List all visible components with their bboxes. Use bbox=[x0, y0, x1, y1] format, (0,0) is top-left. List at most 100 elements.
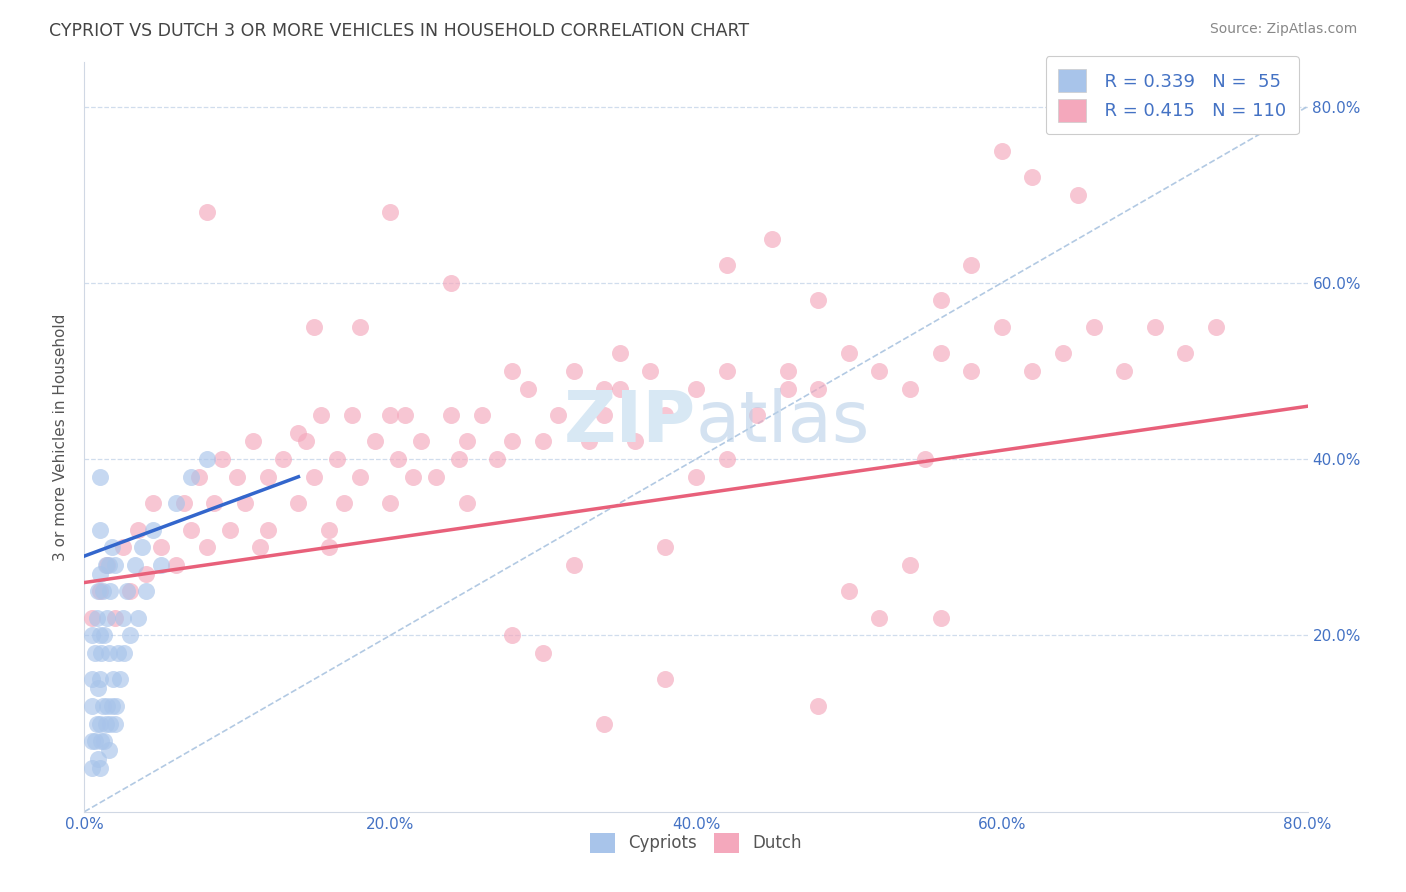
Point bbox=[112, 646, 135, 660]
Point bbox=[654, 408, 676, 422]
Point bbox=[80, 611, 103, 625]
Point bbox=[94, 558, 117, 572]
Point bbox=[578, 434, 600, 449]
Point bbox=[149, 558, 172, 572]
Point bbox=[89, 673, 111, 687]
Point bbox=[226, 469, 249, 483]
Point bbox=[471, 408, 494, 422]
Point bbox=[929, 346, 952, 360]
Point bbox=[142, 496, 165, 510]
Point bbox=[98, 584, 121, 599]
Point bbox=[94, 716, 117, 731]
Point bbox=[104, 558, 127, 572]
Point bbox=[107, 646, 129, 660]
Point bbox=[89, 566, 111, 581]
Point bbox=[96, 558, 118, 572]
Point bbox=[502, 628, 524, 642]
Point bbox=[101, 541, 124, 555]
Point bbox=[180, 469, 202, 483]
Point bbox=[89, 716, 111, 731]
Point bbox=[898, 382, 921, 396]
Point bbox=[80, 761, 103, 775]
Point bbox=[135, 584, 157, 599]
Point bbox=[685, 469, 707, 483]
Point bbox=[609, 382, 631, 396]
Point bbox=[103, 673, 125, 687]
Point bbox=[105, 698, 128, 713]
Point bbox=[287, 496, 309, 510]
Point bbox=[271, 452, 294, 467]
Point bbox=[654, 541, 676, 555]
Point bbox=[1067, 187, 1090, 202]
Point bbox=[80, 673, 103, 687]
Point bbox=[287, 425, 309, 440]
Point bbox=[486, 452, 509, 467]
Point bbox=[409, 434, 432, 449]
Point bbox=[402, 469, 425, 483]
Point bbox=[349, 319, 371, 334]
Point bbox=[188, 469, 211, 483]
Point bbox=[869, 364, 891, 378]
Point bbox=[425, 469, 447, 483]
Point bbox=[124, 558, 146, 572]
Point bbox=[165, 558, 187, 572]
Point bbox=[1021, 169, 1043, 184]
Point bbox=[593, 408, 616, 422]
Point bbox=[257, 469, 280, 483]
Point bbox=[325, 452, 347, 467]
Point bbox=[333, 496, 356, 510]
Point bbox=[91, 698, 114, 713]
Point bbox=[380, 408, 402, 422]
Point bbox=[97, 646, 120, 660]
Point bbox=[502, 364, 524, 378]
Point bbox=[716, 364, 738, 378]
Point bbox=[108, 673, 131, 687]
Point bbox=[249, 541, 271, 555]
Point bbox=[87, 752, 110, 766]
Point bbox=[1114, 364, 1136, 378]
Point bbox=[89, 628, 111, 642]
Point bbox=[84, 646, 107, 660]
Point bbox=[127, 611, 149, 625]
Text: Source: ZipAtlas.com: Source: ZipAtlas.com bbox=[1209, 22, 1357, 37]
Point bbox=[101, 698, 124, 713]
Point bbox=[929, 293, 952, 308]
Text: CYPRIOT VS DUTCH 3 OR MORE VEHICLES IN HOUSEHOLD CORRELATION CHART: CYPRIOT VS DUTCH 3 OR MORE VEHICLES IN H… bbox=[49, 22, 749, 40]
Point bbox=[516, 382, 538, 396]
Point bbox=[387, 452, 409, 467]
Point bbox=[807, 698, 830, 713]
Point bbox=[914, 452, 936, 467]
Point bbox=[1083, 319, 1105, 334]
Point bbox=[195, 205, 218, 219]
Point bbox=[115, 584, 138, 599]
Point bbox=[89, 469, 111, 483]
Point bbox=[96, 611, 118, 625]
Point bbox=[120, 628, 142, 642]
Point bbox=[90, 734, 112, 748]
Point bbox=[380, 205, 402, 219]
Point bbox=[624, 434, 647, 449]
Point bbox=[380, 496, 402, 510]
Point bbox=[302, 469, 325, 483]
Point bbox=[180, 523, 202, 537]
Point bbox=[96, 698, 118, 713]
Point bbox=[716, 258, 738, 272]
Point bbox=[86, 716, 108, 731]
Point bbox=[1205, 319, 1227, 334]
Point bbox=[609, 346, 631, 360]
Point bbox=[89, 584, 111, 599]
Point bbox=[202, 496, 225, 510]
Point bbox=[898, 558, 921, 572]
Point bbox=[142, 523, 165, 537]
Point bbox=[127, 523, 149, 537]
Point bbox=[340, 408, 363, 422]
Point bbox=[318, 541, 340, 555]
Point bbox=[120, 584, 142, 599]
Point bbox=[87, 584, 110, 599]
Point bbox=[364, 434, 387, 449]
Point bbox=[1143, 319, 1166, 334]
Point bbox=[838, 584, 860, 599]
Point bbox=[86, 611, 108, 625]
Point bbox=[593, 716, 616, 731]
Point bbox=[211, 452, 233, 467]
